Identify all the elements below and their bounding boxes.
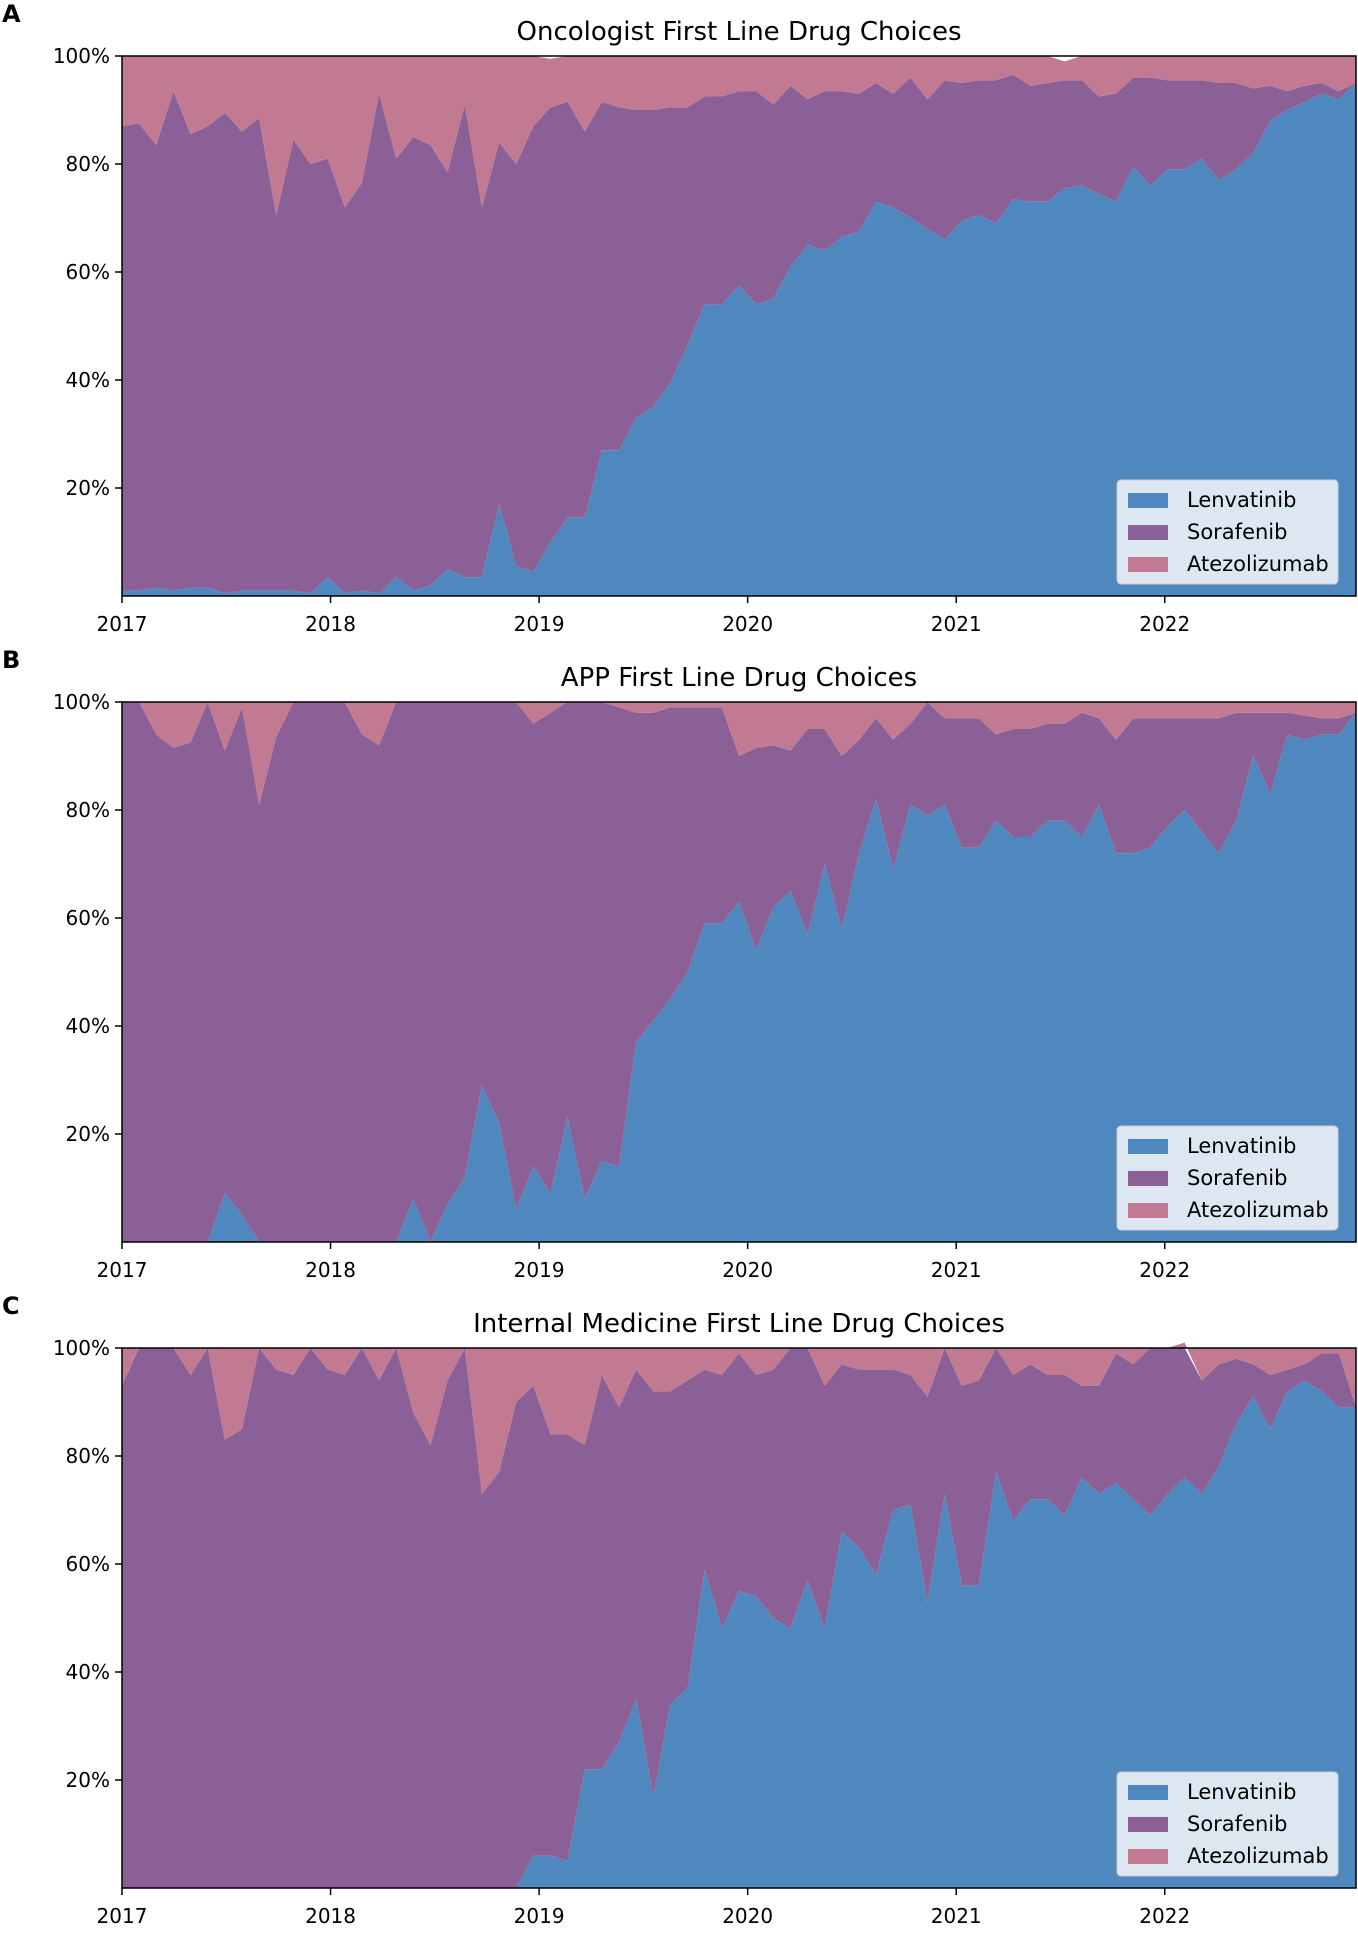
y-tick-label: 40% <box>66 368 110 392</box>
x-tick-label: 2019 <box>514 1258 565 1282</box>
x-tick-label: 2017 <box>97 1904 148 1928</box>
y-tick-label: 100% <box>53 44 110 68</box>
axes-frame <box>121 701 1357 1243</box>
y-tick-label: 60% <box>66 906 110 930</box>
y-tick-label: 80% <box>66 1444 110 1468</box>
chart-svg: Oncologist First Line Drug Choices 20% 40%… <box>53 17 1357 636</box>
legend-box <box>1116 1125 1339 1231</box>
legend-swatch-sorafenib <box>1128 1171 1168 1186</box>
legend-swatch-atezolizumab <box>1128 557 1168 572</box>
legend-label: Lenvatinib <box>1187 1134 1296 1158</box>
x-tick-label: 2021 <box>931 612 982 636</box>
legend-label: Sorafenib <box>1187 1812 1287 1836</box>
area-atezolizumab <box>122 56 1356 216</box>
y-tick-label: 20% <box>66 1768 110 1792</box>
y-tick-label: 100% <box>53 690 110 714</box>
legend-label: Atezolizumab <box>1187 1844 1329 1868</box>
x-tick-label: 2020 <box>722 1904 773 1928</box>
x-tick-label: 2019 <box>514 612 565 636</box>
legend: Lenvatinib Sorafenib Atezolizumab <box>1116 1771 1339 1877</box>
area-lenvatinib <box>122 1380 1356 1888</box>
x-tick-label: 2021 <box>931 1904 982 1928</box>
axes-frame <box>121 55 1357 597</box>
legend-swatch-atezolizumab <box>1128 1849 1168 1864</box>
x-tick-label: 2022 <box>1139 1258 1190 1282</box>
area-sorafenib <box>122 74 1356 594</box>
chart-panel-c: C Internal Medicine First Line Drug Choi… <box>0 1292 1358 1938</box>
x-tick-label: 2017 <box>97 612 148 636</box>
x-tick-label: 2019 <box>514 1904 565 1928</box>
area-atezolizumab <box>122 702 1356 805</box>
area-sorafenib <box>122 1348 1356 1888</box>
x-tick-label: 2020 <box>722 1258 773 1282</box>
x-tick-label: 2018 <box>305 612 356 636</box>
chart-panel-a: A Oncologist First Line Drug Choices 20% 4… <box>0 0 1358 646</box>
chart-svg: APP First Line Drug Choices 20% 40% 60% 80% 1… <box>53 663 1357 1282</box>
area-lenvatinib <box>122 83 1356 596</box>
x-tick-label: 2020 <box>722 612 773 636</box>
legend-label: Atezolizumab <box>1187 1198 1329 1222</box>
chart-panel-b: B APP First Line Drug Choices 20% 40% 60% 80… <box>0 646 1358 1292</box>
x-tick-label: 2021 <box>931 1258 982 1282</box>
legend: Lenvatinib Sorafenib Atezolizumab <box>1116 1125 1339 1231</box>
legend-swatch-lenvatinib <box>1128 493 1168 508</box>
chart-title: Oncologist First Line Drug Choices <box>517 17 962 47</box>
area-atezolizumab <box>122 1342 1356 1494</box>
legend-label: Sorafenib <box>1187 520 1287 544</box>
legend-label: Sorafenib <box>1187 1166 1287 1190</box>
y-tick-label: 20% <box>66 1122 110 1146</box>
legend-box <box>1116 479 1339 585</box>
legend: Lenvatinib Sorafenib Atezolizumab <box>1116 479 1339 585</box>
panel-letter: A <box>2 0 21 28</box>
legend-swatch-sorafenib <box>1128 525 1168 540</box>
y-tick-label: 80% <box>66 152 110 176</box>
chart-title: Internal Medicine First Line Drug Choice… <box>473 1309 1005 1339</box>
x-tick-label: 2022 <box>1139 612 1190 636</box>
axes-frame <box>121 1347 1357 1889</box>
legend-label: Lenvatinib <box>1187 1780 1296 1804</box>
y-tick-label: 40% <box>66 1014 110 1038</box>
y-tick-label: 40% <box>66 1660 110 1684</box>
legend-swatch-lenvatinib <box>1128 1785 1168 1800</box>
area-sorafenib <box>122 702 1356 1242</box>
y-tick-label: 60% <box>66 1552 110 1576</box>
chart-svg: Internal Medicine First Line Drug Choice… <box>53 1309 1357 1928</box>
x-tick-label: 2018 <box>305 1258 356 1282</box>
x-tick-label: 2018 <box>305 1904 356 1928</box>
legend-box <box>1116 1771 1339 1877</box>
y-tick-label: 100% <box>53 1336 110 1360</box>
x-tick-label: 2017 <box>97 1258 148 1282</box>
x-tick-label: 2022 <box>1139 1904 1190 1928</box>
y-tick-label: 20% <box>66 476 110 500</box>
area-lenvatinib <box>122 712 1356 1242</box>
legend-swatch-sorafenib <box>1128 1817 1168 1832</box>
legend-label: Lenvatinib <box>1187 488 1296 512</box>
panel-letter: B <box>2 646 21 674</box>
panel-letter: C <box>2 1292 20 1320</box>
legend-label: Atezolizumab <box>1187 552 1329 576</box>
chart-title: APP First Line Drug Choices <box>561 663 917 693</box>
y-tick-label: 80% <box>66 798 110 822</box>
legend-swatch-atezolizumab <box>1128 1203 1168 1218</box>
y-tick-label: 60% <box>66 260 110 284</box>
legend-swatch-lenvatinib <box>1128 1139 1168 1154</box>
